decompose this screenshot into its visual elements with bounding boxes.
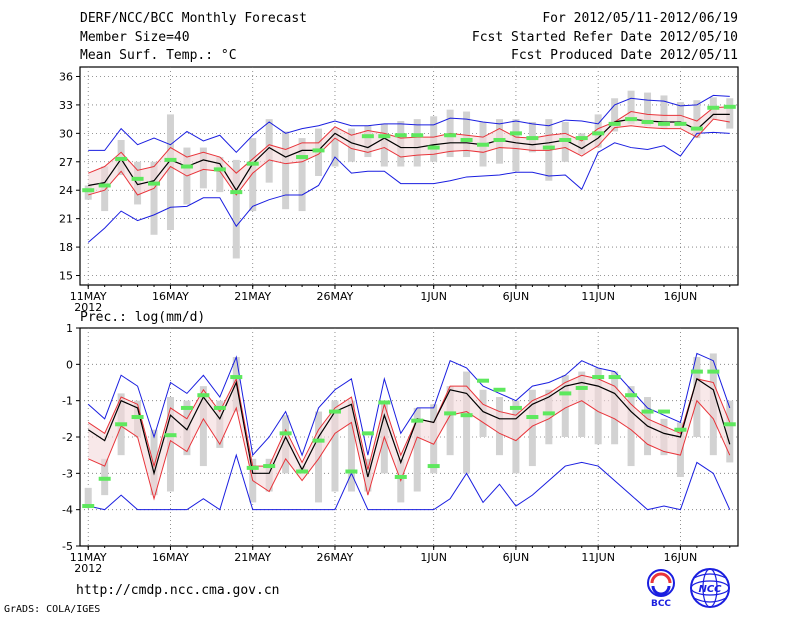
member-range-bar bbox=[216, 157, 224, 193]
x-tick-label: 26MAY bbox=[317, 290, 354, 303]
x-tick-label: 16JUN bbox=[664, 290, 698, 303]
lower-line bbox=[88, 399, 731, 501]
max-line bbox=[88, 94, 730, 154]
y-tick-label: 36 bbox=[59, 70, 73, 83]
x-tick-label: 11MAY bbox=[70, 551, 107, 564]
member-range-bar bbox=[676, 102, 684, 122]
plot-frame bbox=[79, 66, 739, 286]
upper-line bbox=[88, 106, 730, 174]
forecast-period: For 2012/05/11-2012/06/19 bbox=[542, 11, 738, 26]
member-range-bar bbox=[693, 100, 701, 139]
y-tick-label: -2 bbox=[62, 431, 73, 444]
y-tick-label: -1 bbox=[62, 395, 73, 408]
member-range-bar bbox=[413, 407, 421, 492]
x-tick-label: 16MAY bbox=[152, 290, 189, 303]
member-range-bar bbox=[644, 92, 652, 126]
year-label: 2012 bbox=[74, 562, 102, 575]
x-tick-label: 6JUN bbox=[503, 551, 530, 564]
x-tick-label: 26MAY bbox=[317, 551, 354, 564]
mean-line bbox=[87, 377, 731, 478]
x-tick-label: 11JUN bbox=[581, 551, 615, 564]
x-tick-label: 1JUN bbox=[420, 551, 447, 564]
member-range-bar bbox=[249, 138, 257, 212]
member-range-bar bbox=[166, 397, 174, 492]
member-range-bar bbox=[463, 371, 471, 474]
x-tick-label: 11MAY bbox=[70, 290, 107, 303]
fcst-started-date: Fcst Started Refer Date 2012/05/10 bbox=[471, 30, 738, 45]
member-range-bar bbox=[578, 371, 586, 437]
x-tick-label: 16JUN bbox=[664, 551, 698, 564]
spread-band bbox=[88, 106, 730, 195]
y-tick-label: 21 bbox=[59, 213, 73, 226]
max-line bbox=[87, 352, 731, 457]
y-tick-label: 0 bbox=[66, 358, 73, 371]
x-tick-label: 16MAY bbox=[152, 551, 189, 564]
member-range-bar bbox=[347, 400, 355, 492]
member-range-bar bbox=[232, 159, 240, 259]
y-tick-label: 18 bbox=[59, 241, 73, 254]
mean-line bbox=[88, 113, 730, 192]
y-tick-label: -4 bbox=[62, 504, 73, 517]
member-range-bar bbox=[199, 386, 207, 467]
member-range-bar bbox=[84, 487, 92, 507]
y-tick-label: 27 bbox=[59, 156, 73, 169]
year-label: 2012 bbox=[74, 301, 102, 314]
precipitation-panel: -5 -4 -3 -2 -1 0 1 11MAY 16MAY 21MAY 26MAY 1JUN 6JUN… bbox=[62, 322, 739, 575]
member-range-bar bbox=[627, 90, 635, 124]
fcst-produced-date: Fcst Produced Date 2012/05/11 bbox=[511, 48, 738, 63]
footer-url[interactable]: http://cmdp.ncc.cma.gov.cn bbox=[76, 583, 280, 598]
temp-panel-title: Mean Surf. Temp.: °C bbox=[80, 48, 237, 63]
ncc-logo: NCC bbox=[690, 568, 730, 608]
x-tick-label: 21MAY bbox=[234, 551, 271, 564]
member-range-bar bbox=[331, 400, 339, 492]
upper-line bbox=[87, 374, 731, 470]
member-range-bar bbox=[331, 128, 339, 167]
member-range-bar bbox=[660, 95, 668, 129]
member-range-bar bbox=[282, 131, 290, 210]
x-tick-label: 11JUN bbox=[581, 290, 615, 303]
chart-title: DERF/NCC/BCC Monthly Forecast bbox=[80, 11, 307, 26]
y-tick-label: -5 bbox=[62, 540, 73, 553]
min-line bbox=[87, 131, 730, 243]
y-tick-label: 33 bbox=[59, 99, 73, 112]
member-range-bar bbox=[150, 161, 158, 235]
ncc-logo-text: NCC bbox=[698, 584, 722, 595]
y-tick-label: 30 bbox=[59, 127, 73, 140]
member-size: Member Size=40 bbox=[80, 30, 190, 45]
member-range-bar bbox=[611, 98, 619, 132]
y-tick-label: 1 bbox=[66, 322, 73, 335]
y-tick-label: 24 bbox=[59, 184, 73, 197]
prec-panel-title: Prec.: log(mm/d) bbox=[80, 310, 206, 325]
y-tick-label: -3 bbox=[62, 467, 73, 480]
member-range-bar bbox=[528, 389, 536, 467]
member-range-bar bbox=[446, 386, 454, 456]
bcc-logo-text: BCC bbox=[651, 599, 671, 608]
member-range-bar bbox=[166, 114, 174, 231]
member-range-bar bbox=[298, 138, 306, 212]
grads-credit: GrADS: COLA/IGES bbox=[4, 604, 101, 615]
bcc-logo: BCC bbox=[647, 569, 675, 608]
x-tick-label: 21MAY bbox=[234, 290, 271, 303]
temperature-panel: 15 18 21 24 27 30 33 36 11MAY 16MAY 21MAY 26MAY 1JUN… bbox=[59, 66, 739, 314]
lower-line bbox=[88, 118, 730, 196]
x-tick-label: 6JUN bbox=[503, 290, 530, 303]
x-tick-label: 1JUN bbox=[420, 290, 447, 303]
member-range-bar bbox=[150, 429, 158, 496]
min-line bbox=[88, 453, 731, 511]
member-range-bar bbox=[463, 111, 471, 158]
y-tick-label: 15 bbox=[59, 270, 73, 283]
